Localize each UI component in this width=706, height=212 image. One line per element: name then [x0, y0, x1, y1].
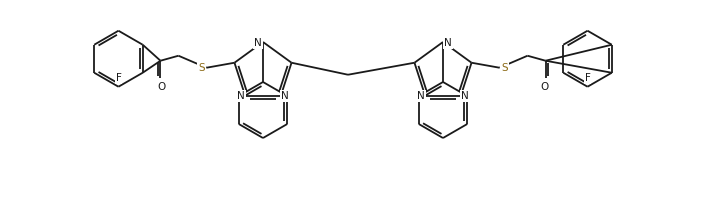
- Text: O: O: [157, 82, 166, 92]
- Text: O: O: [540, 82, 549, 92]
- Text: N: N: [444, 38, 452, 48]
- Text: S: S: [501, 63, 508, 73]
- Text: F: F: [585, 73, 590, 83]
- Text: N: N: [281, 91, 289, 101]
- Text: F: F: [116, 73, 121, 83]
- Text: N: N: [254, 38, 262, 48]
- Text: N: N: [417, 91, 425, 101]
- Text: S: S: [198, 63, 205, 73]
- Text: N: N: [237, 91, 245, 101]
- Text: N: N: [461, 91, 469, 101]
